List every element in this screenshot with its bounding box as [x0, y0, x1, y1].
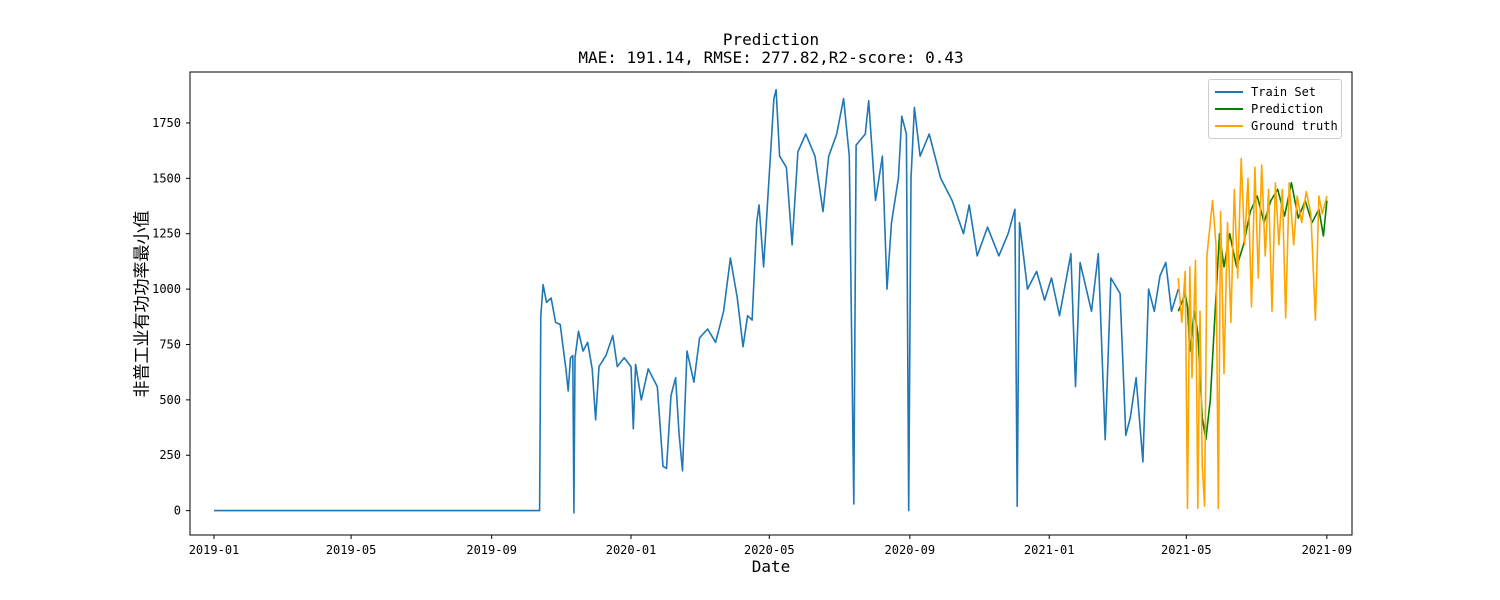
x-tick-label: 2021-09	[1302, 543, 1353, 557]
y-tick-label: 250	[159, 448, 181, 462]
series-layer	[214, 88, 1328, 514]
chart-subtitle: MAE: 191.14, RMSE: 277.82,R2-score: 0.43	[578, 48, 964, 67]
legend-swatch-train-set	[1215, 91, 1243, 93]
legend-label: Prediction	[1251, 102, 1324, 116]
x-tick-label: 2020-09	[885, 543, 936, 557]
legend-swatch-prediction	[1215, 108, 1243, 110]
y-tick-label: 1500	[152, 171, 181, 185]
y-tick-label: 1750	[152, 116, 181, 130]
legend-label: Ground truth	[1251, 119, 1338, 133]
plot-frame	[189, 71, 1353, 536]
legend-item-ground-truth: Ground truth	[1215, 118, 1338, 134]
series-line-ground-truth	[1177, 157, 1328, 510]
x-tick-label: 2021-05	[1161, 543, 1212, 557]
y-tick-label: 0	[174, 504, 181, 518]
x-axis-ticks: 2019-01 2019-05 2019-09 2020-01 2020-05 2020-…	[189, 535, 1352, 557]
x-tick-label: 2019-05	[326, 543, 377, 557]
legend-item-train-set: Train Set	[1215, 84, 1316, 100]
x-tick-label: 2019-09	[466, 543, 517, 557]
y-tick-label: 1250	[152, 227, 181, 241]
legend-swatch-ground-truth	[1215, 125, 1243, 127]
x-axis-label: Date	[751, 557, 791, 576]
y-tick-label: 500	[159, 393, 181, 407]
series-line-train-set	[214, 88, 1180, 514]
y-tick-label: 1000	[152, 282, 181, 296]
y-tick-label: 750	[159, 337, 181, 351]
legend-item-prediction: Prediction	[1215, 101, 1323, 117]
y-axis-ticks: 0 250 500 750 1000 1250 1500 1750	[152, 116, 190, 518]
x-tick-label: 2021-01	[1024, 543, 1075, 557]
legend-label: Train Set	[1251, 85, 1317, 99]
y-axis-label: 非普工业有功功率最小值	[132, 210, 153, 398]
legend: Train Set Prediction Ground truth	[1208, 79, 1342, 139]
x-tick-label: 2020-05	[744, 543, 795, 557]
chart-title: Prediction	[722, 30, 820, 49]
x-tick-label: 2020-01	[606, 543, 657, 557]
x-tick-label: 2019-01	[189, 543, 240, 557]
